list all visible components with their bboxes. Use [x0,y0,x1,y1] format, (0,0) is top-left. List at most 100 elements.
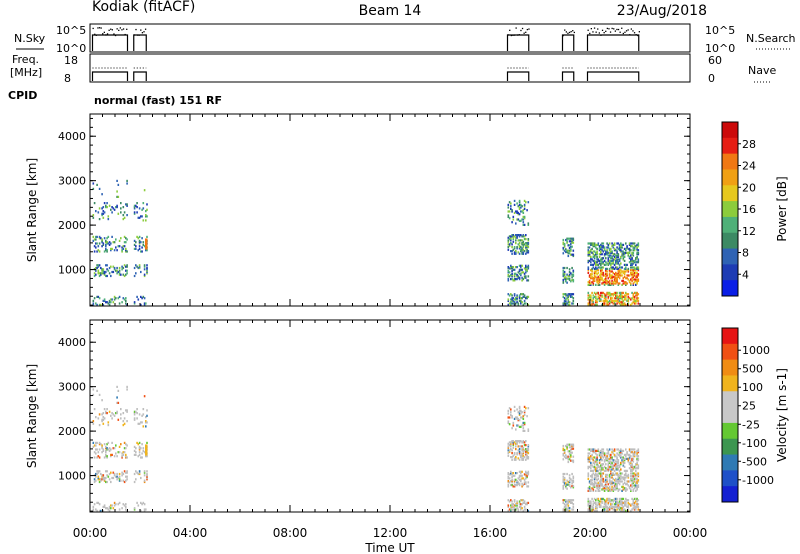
scatter-cell [593,484,596,487]
scatter-cell [617,475,620,478]
scatter-cell [615,497,617,500]
scatter-cell [628,449,631,452]
scatter-cell [591,267,593,270]
scatter-cell [592,282,595,285]
scatter-cell [102,418,105,421]
scatter-cell [102,269,105,272]
scatter-cell [133,207,136,210]
scatter-cell [113,414,116,417]
scatter-cell [602,468,605,471]
scatter-cell [611,266,613,269]
scatter-cell [521,485,523,488]
colorbar-segment [722,343,738,361]
scatter-cell [603,501,606,504]
scatter-cell [527,429,530,432]
scatter-cell [610,283,612,286]
scatter-cell [562,281,565,284]
scatter-cell [608,270,611,273]
scatter-cell [522,223,525,226]
scatter-cell [591,243,593,246]
scatter-cell [618,266,621,269]
scatter-cell [623,251,626,254]
scatter-cell [122,245,125,248]
scatter-cell [608,254,611,257]
scatter-cell [510,509,512,512]
scatter-cell [600,263,602,266]
nsky-dot [589,32,591,35]
scatter-cell [521,210,523,213]
scatter-cell [515,302,517,305]
nsky-dot [609,31,612,33]
scatter-cell [608,485,611,488]
scatter-cell [588,448,591,451]
scatter-cell [621,507,623,510]
scatter-cell [522,252,525,255]
scatter-cell [512,238,515,241]
scatter-cell [106,507,108,510]
scatter-cell [111,211,113,214]
scatter-cell [96,235,98,238]
scatter-cell [108,243,111,246]
scatter-cell [628,463,631,466]
scatter-cell [618,274,621,277]
scatter-cell [601,467,603,470]
scatter-cell [522,303,525,306]
scatter-cell [512,454,515,457]
scatter-cell [605,456,607,459]
scatter-cell [512,421,515,424]
scatter-cell [140,509,142,512]
scatter-cell [603,452,606,455]
scatter-cell [615,503,617,506]
scatter-cell [618,488,621,491]
scatter-cell [518,246,521,249]
scatter-cell [601,488,603,491]
scatter-cell [520,297,522,300]
scatter-cell [105,241,107,244]
scatter-cell [520,206,522,209]
nsky-dot [622,32,624,35]
scatter-cell [637,464,640,467]
scatter-cell [562,487,565,490]
scatter-cell [520,425,522,428]
scatter-cell [507,442,510,445]
scatter-cell [595,262,597,265]
scatter-cell [617,481,620,484]
scatter-cell [618,243,621,246]
scatter-cell [120,237,122,240]
scatter-cell [635,302,637,305]
scatter-cell [565,293,567,296]
scatter-cell [613,279,616,282]
scatter-cell [517,481,520,484]
scatter-cell [611,301,613,304]
scatter-cell [520,219,522,222]
scatter-cell [567,443,570,446]
scatter-cell [568,237,571,240]
nsky-dot [113,33,115,35]
scatter-cell [118,508,121,511]
scatter-cell [587,251,590,254]
scatter-cell [600,270,602,273]
scatter-cell [616,508,618,511]
scatter-cell [636,291,638,294]
scatter-cell [611,299,613,302]
scatter-cell [135,245,137,248]
scatter-cell [562,248,565,251]
scatter-cell [626,274,628,277]
scatter-cell [612,467,615,470]
scatter-cell [100,478,102,481]
scatter-cell [567,450,570,453]
scatter-cell [587,271,590,274]
scatter-cell [591,449,593,452]
scatter-cell [637,269,640,272]
scatter-cell [615,277,617,280]
scatter-cell [601,501,603,504]
scatter-cell [145,508,147,511]
scatter-cell [612,489,615,492]
scatter-cell [600,459,602,462]
scatter-cell [625,497,627,500]
scatter-cell [635,469,637,472]
scatter-cell [621,480,623,483]
scatter-cell [103,202,106,205]
scatter-cell [630,271,632,274]
scatter-cell [622,295,625,298]
